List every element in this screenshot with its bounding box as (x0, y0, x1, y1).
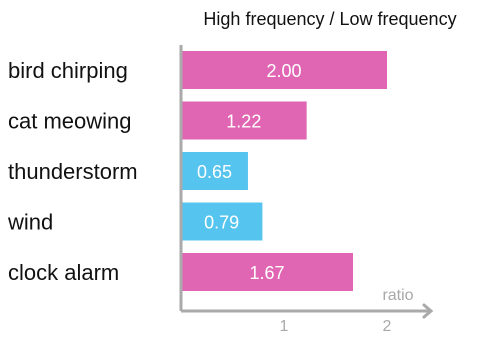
category-label-bird-chirping: bird chirping (8, 58, 128, 83)
bar-cat-meowing (181, 101, 307, 140)
category-label-clock-alarm: clock alarm (8, 260, 119, 285)
category-label-wind: wind (7, 210, 53, 235)
bar-clock-alarm (181, 253, 354, 291)
x-axis-arrowhead (422, 303, 434, 319)
chart-title: High frequency / Low frequency (203, 9, 456, 29)
bar-wind (181, 202, 263, 241)
category-label-thunderstorm: thunderstorm (8, 159, 138, 184)
x-tick-label-2: 2 (383, 318, 392, 334)
bar-value-label-thunderstorm: 0.65 (197, 162, 232, 182)
bars-layer: bird chirping 2.00 cat meowing 1.22 thunders… (7, 51, 387, 291)
bar-value-label-cat-meowing: 1.22 (226, 112, 261, 132)
bar-bird-chirping (181, 51, 387, 89)
x-axis-label: ratio (382, 287, 413, 304)
bar-thunderstorm (181, 152, 248, 190)
bar-value-label-wind: 0.79 (204, 213, 239, 233)
bar-value-label-bird-chirping: 2.00 (266, 61, 301, 81)
bar-value-label-clock-alarm: 1.67 (249, 263, 284, 283)
category-label-cat-meowing: cat meowing (8, 109, 132, 134)
x-tick-label-1: 1 (280, 318, 289, 334)
